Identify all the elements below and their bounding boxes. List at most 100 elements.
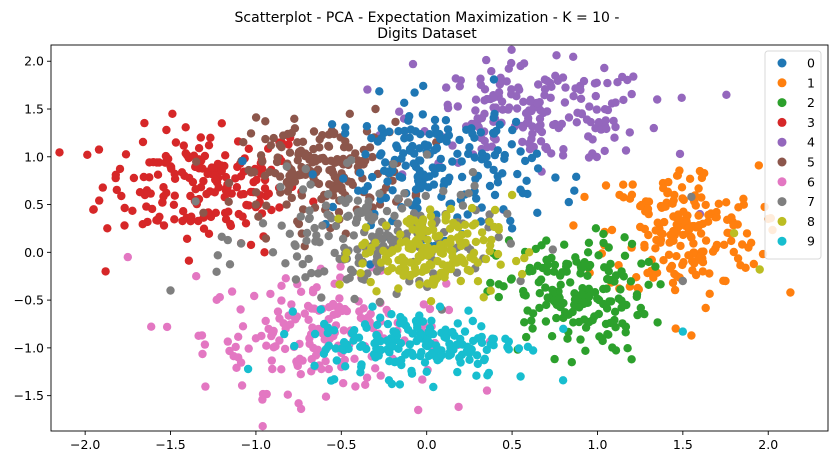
data-point-series-9 [392, 357, 402, 366]
data-point-series-6 [244, 344, 253, 353]
data-point-series-7 [678, 276, 687, 286]
data-point-series-5 [256, 151, 266, 160]
data-point-series-2 [542, 236, 551, 245]
data-point-series-2 [581, 346, 590, 355]
data-point-series-3 [202, 189, 211, 199]
data-point-series-0 [397, 173, 407, 182]
data-point-series-6 [223, 337, 232, 346]
data-point-series-9 [243, 364, 253, 374]
data-point-series-2 [627, 239, 637, 249]
data-point-series-2 [583, 271, 592, 280]
data-point-series-7 [687, 192, 696, 202]
x-tick-label: 1.0 [588, 437, 608, 452]
data-point-series-7 [375, 297, 384, 307]
data-point-series-8 [496, 260, 505, 269]
data-point-series-1 [569, 221, 578, 230]
data-point-series-6 [419, 300, 428, 309]
data-point-series-3 [260, 248, 269, 257]
data-point-series-6 [321, 392, 331, 401]
data-point-series-5 [371, 104, 380, 114]
data-point-series-0 [457, 172, 467, 182]
data-point-series-1 [723, 228, 732, 237]
data-point-series-2 [550, 260, 560, 270]
data-point-series-1 [694, 221, 704, 230]
data-point-series-0 [412, 197, 422, 206]
data-point-series-0 [341, 123, 350, 132]
data-point-series-2 [494, 292, 503, 302]
data-point-series-6 [339, 326, 348, 335]
data-point-series-6 [296, 287, 306, 296]
legend-marker-8 [777, 216, 787, 226]
data-point-series-0 [457, 157, 466, 166]
data-point-series-3 [214, 183, 223, 192]
data-point-series-1 [607, 225, 617, 235]
data-point-series-5 [333, 155, 342, 164]
data-point-series-7 [277, 221, 286, 230]
data-point-series-4 [584, 153, 594, 162]
data-point-series-9 [558, 376, 568, 385]
data-point-series-5 [315, 135, 324, 144]
data-point-series-6 [300, 309, 309, 318]
data-point-series-2 [486, 278, 495, 288]
data-point-series-7 [375, 189, 384, 198]
data-point-series-7 [166, 286, 175, 295]
data-point-series-2 [656, 280, 665, 289]
data-point-series-9 [330, 375, 339, 384]
data-point-series-3 [95, 196, 104, 205]
data-point-series-7 [367, 232, 377, 241]
data-point-series-2 [585, 292, 594, 301]
data-point-series-0 [377, 124, 386, 133]
data-point-series-1 [619, 180, 628, 189]
data-point-series-0 [489, 75, 499, 84]
data-point-series-0 [397, 154, 406, 163]
data-point-series-0 [477, 155, 486, 164]
data-point-series-6 [234, 353, 243, 362]
data-point-series-1 [733, 254, 743, 263]
data-point-series-0 [493, 172, 502, 181]
data-point-series-9 [373, 332, 382, 341]
data-point-series-7 [516, 276, 525, 286]
data-point-series-4 [453, 102, 462, 111]
data-point-series-3 [89, 205, 98, 214]
data-point-series-0 [388, 186, 397, 195]
data-point-series-8 [335, 280, 344, 289]
data-point-series-9 [514, 344, 524, 353]
data-point-series-7 [331, 221, 341, 231]
data-point-series-4 [576, 94, 586, 104]
data-point-series-8 [456, 276, 465, 286]
data-point-series-7 [291, 275, 301, 284]
data-point-series-6 [351, 382, 360, 391]
data-point-series-5 [282, 177, 292, 187]
data-point-series-0 [572, 172, 581, 181]
data-point-series-8 [418, 267, 427, 276]
data-point-series-4 [611, 122, 620, 132]
data-point-series-1 [701, 303, 710, 313]
data-point-series-7 [353, 196, 363, 205]
data-point-series-5 [358, 158, 367, 167]
data-point-series-8 [366, 277, 375, 287]
data-point-series-0 [476, 128, 486, 137]
data-point-series-0 [405, 144, 415, 154]
data-point-series-1 [659, 256, 668, 265]
data-point-series-9 [395, 319, 405, 328]
data-point-series-3 [153, 216, 162, 225]
data-point-series-4 [586, 117, 595, 127]
data-point-series-9 [424, 327, 433, 337]
data-point-series-0 [564, 197, 573, 207]
data-point-series-0 [495, 120, 504, 129]
data-point-series-6 [267, 331, 276, 341]
data-point-series-4 [611, 98, 620, 107]
legend-label-2: 2 [807, 95, 815, 110]
data-point-series-1 [658, 229, 667, 239]
data-point-series-4 [610, 133, 619, 142]
data-point-series-2 [636, 303, 645, 313]
data-point-series-3 [115, 164, 125, 174]
data-point-series-4 [507, 45, 516, 54]
data-point-series-8 [490, 222, 499, 232]
data-point-series-0 [570, 186, 579, 195]
data-point-series-0 [327, 120, 337, 129]
data-point-series-4 [569, 92, 578, 101]
data-point-series-1 [736, 261, 745, 270]
data-point-series-8 [755, 265, 764, 274]
data-point-series-3 [101, 267, 110, 276]
